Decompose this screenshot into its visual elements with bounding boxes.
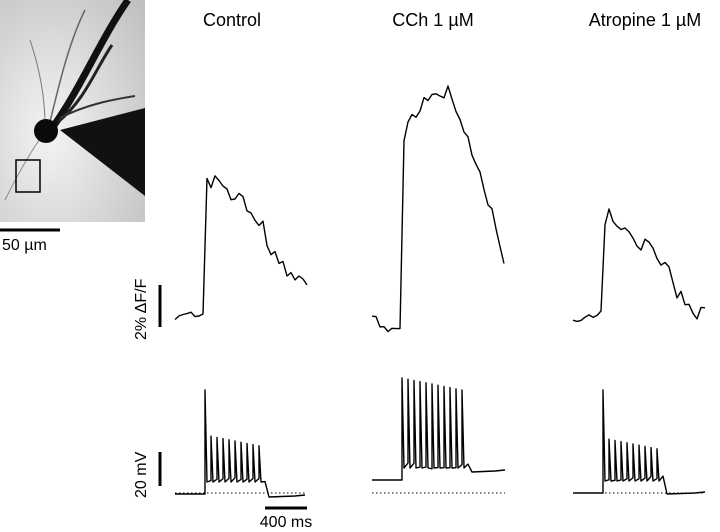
scale-label: 20 mV	[133, 451, 150, 498]
fluorescence-trace	[572, 208, 706, 323]
scale-label: 2% ΔF/F	[133, 278, 150, 340]
fluorescence-trace	[174, 175, 308, 321]
fluorescence-trace	[371, 85, 505, 333]
panel-title: Control	[203, 10, 261, 30]
voltage-trace	[372, 377, 506, 481]
voltage-trace	[573, 389, 706, 495]
scale-label: 400 ms	[260, 514, 312, 531]
scale-label: 50 µm	[2, 237, 47, 254]
panel-title: CCh 1 µM	[392, 10, 473, 30]
micrograph	[0, 0, 145, 222]
traces	[174, 85, 706, 498]
voltage-trace	[175, 389, 306, 498]
panel-title: Atropine 1 µM	[589, 10, 701, 30]
